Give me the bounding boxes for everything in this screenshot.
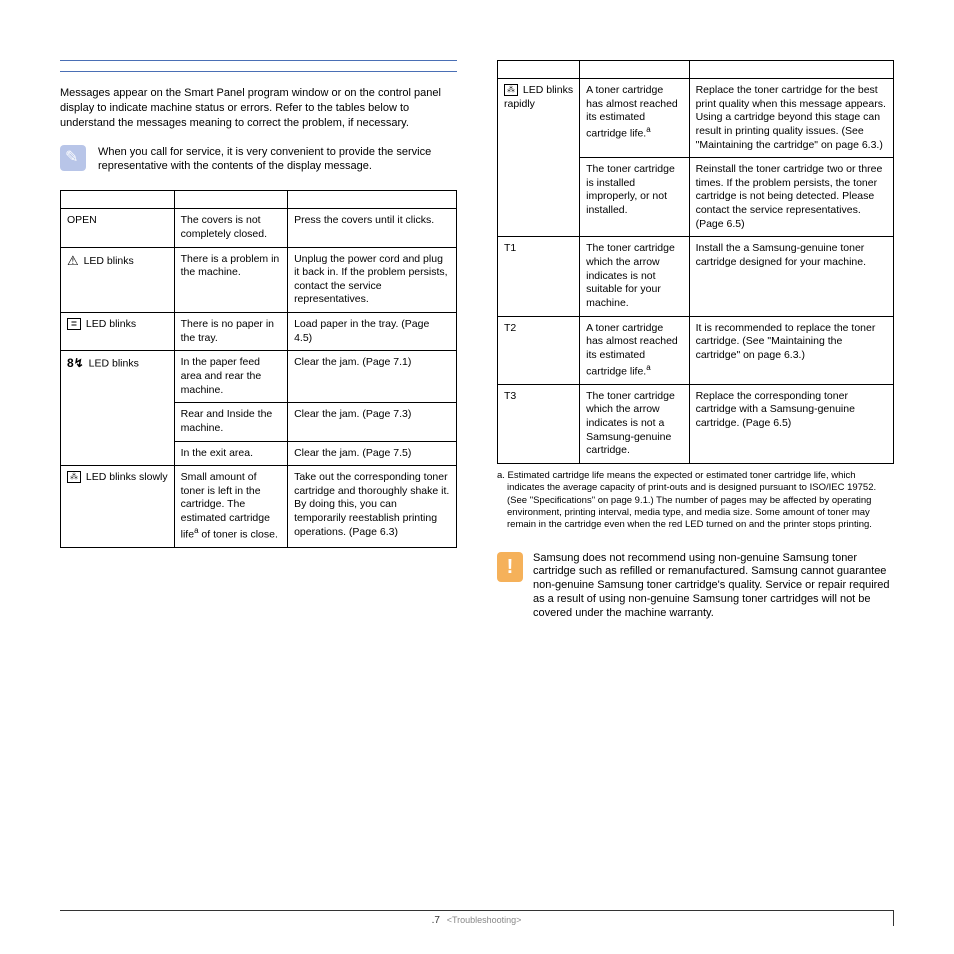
left-column: Messages appear on the Smart Panel progr…	[60, 60, 457, 620]
status-cell: ⁂ LED blinksrapidly	[498, 79, 580, 237]
warning-text: Samsung does not recommend using non-gen…	[533, 552, 894, 621]
meaning-cell: The covers is not completely closed.	[174, 209, 287, 247]
meaning-cell: There is a problem in the machine.	[174, 247, 287, 313]
meaning-cell: In the exit area.	[174, 441, 287, 466]
status-cell: 8↯ LED blinks	[61, 351, 175, 466]
right-column: ⁂ LED blinksrapidlyA toner cartridge has…	[497, 60, 894, 620]
toner-icon: ⁂	[504, 84, 518, 96]
status-cell: OPEN	[61, 209, 175, 247]
paper-tray-icon: ≣	[67, 318, 81, 330]
meaning-cell: There is no paper in the tray.	[174, 313, 287, 351]
status-cell: ≣ LED blinks	[61, 313, 175, 351]
meaning-cell: The toner cartridge which the arrow indi…	[580, 237, 689, 316]
meaning-cell: Small amount of toner is left in the car…	[174, 466, 287, 548]
action-cell: Clear the jam. (Page 7.5)	[288, 441, 457, 466]
footnote-a: a. Estimated cartridge life means the ex…	[497, 470, 894, 532]
action-cell: Reinstall the toner cartridge two or thr…	[689, 158, 893, 237]
action-cell: Take out the corresponding toner cartrid…	[288, 466, 457, 548]
intro-text: Messages appear on the Smart Panel progr…	[60, 86, 457, 131]
status-cell: ⚠ LED blinks	[61, 247, 175, 313]
footer-section: <Troubleshooting>	[447, 915, 522, 925]
action-cell: Replace the toner cartridge for the best…	[689, 79, 893, 158]
meaning-cell: Rear and Inside the machine.	[174, 403, 287, 441]
paper-jam-icon: 8↯	[67, 356, 84, 372]
action-cell: Install the a Samsung-genuine toner cart…	[689, 237, 893, 316]
note-text: When you call for service, it is very co…	[98, 145, 457, 175]
note-icon	[60, 145, 86, 171]
warning-block: ! Samsung does not recommend using non-g…	[497, 552, 894, 621]
action-cell: Press the covers until it clicks.	[288, 209, 457, 247]
meaning-cell: In the paper feed area and rear the mach…	[174, 351, 287, 403]
meaning-cell: A toner cartridge has almost reached its…	[580, 79, 689, 158]
status-cell: T2	[498, 316, 580, 384]
page-footer: .7 <Troubleshooting>	[60, 910, 894, 926]
messages-table-left: OPENThe covers is not completely closed.…	[60, 190, 457, 548]
meaning-cell: A toner cartridge has almost reached its…	[580, 316, 689, 384]
status-cell: T1	[498, 237, 580, 316]
note-block: When you call for service, it is very co…	[60, 145, 457, 175]
footer-page-number: .7	[432, 915, 440, 926]
warning-icon: !	[497, 552, 523, 582]
divider-top-1	[60, 60, 457, 61]
status-cell: ⁂ LED blinks slowly	[61, 466, 175, 548]
meaning-cell: The toner cartridge which the arrow indi…	[580, 384, 689, 463]
action-cell: It is recommended to replace the toner c…	[689, 316, 893, 384]
action-cell: Replace the corresponding toner cartridg…	[689, 384, 893, 463]
action-cell: Load paper in the tray. (Page 4.5)	[288, 313, 457, 351]
messages-table-right: ⁂ LED blinksrapidlyA toner cartridge has…	[497, 60, 894, 464]
action-cell: Clear the jam. (Page 7.3)	[288, 403, 457, 441]
action-cell: Clear the jam. (Page 7.1)	[288, 351, 457, 403]
warning-triangle-icon: ⚠	[67, 253, 79, 270]
divider-top-2	[60, 71, 457, 72]
status-cell: T3	[498, 384, 580, 463]
meaning-cell: The toner cartridge is installed imprope…	[580, 158, 689, 237]
toner-icon: ⁂	[67, 471, 81, 483]
action-cell: Unplug the power cord and plug it back i…	[288, 247, 457, 313]
